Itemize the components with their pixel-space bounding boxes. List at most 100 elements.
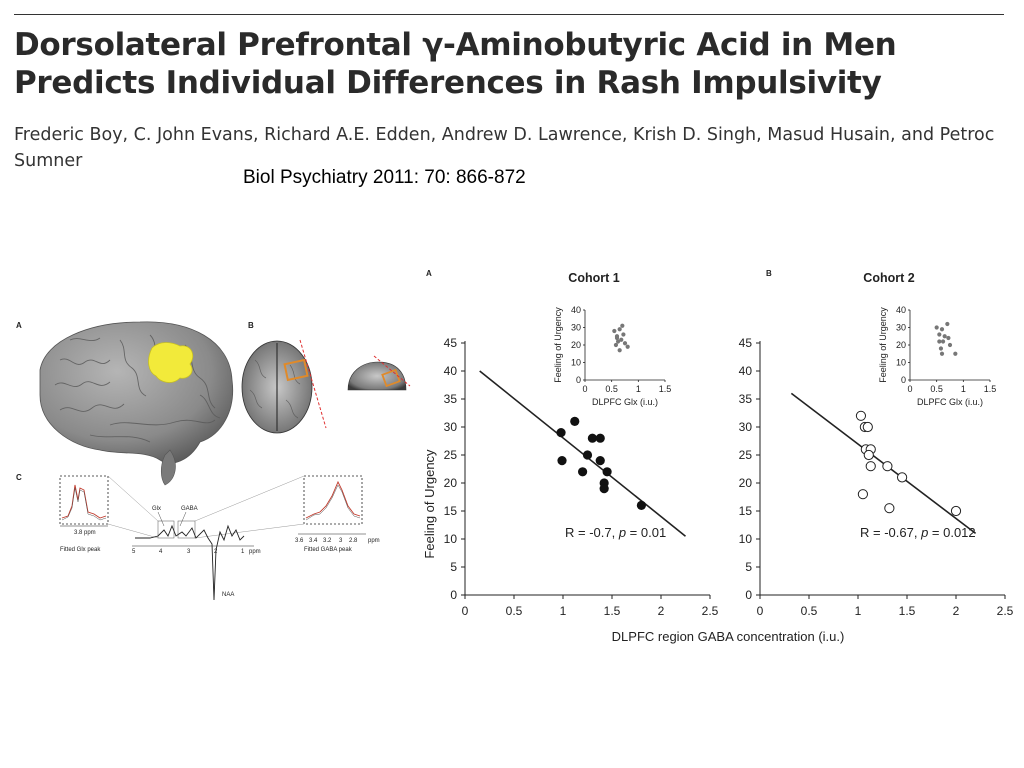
inset-y-axis-label: Feeling of Urgency	[878, 307, 888, 383]
inset-y-tick-label: 40	[896, 305, 906, 315]
x-tick-label: 0.5	[506, 604, 523, 618]
data-point	[599, 484, 609, 494]
spectrum-tick-5: 5	[132, 549, 136, 555]
glx-inset-caption: Fitted Glx peak	[60, 547, 101, 553]
y-tick-label: 20	[444, 476, 458, 490]
panel-label-b: B	[248, 321, 254, 330]
data-point	[582, 450, 593, 460]
inset-data-point	[620, 323, 625, 328]
naa-peak-label: NAA	[222, 592, 234, 598]
inset-data-point	[613, 342, 619, 348]
chart-title: Cohort 1	[568, 271, 619, 285]
inset-x-tick-label: 1	[636, 384, 641, 394]
data-point	[578, 467, 588, 477]
y-tick-label: 10	[444, 532, 458, 546]
data-point	[857, 489, 868, 500]
y-tick-label: 25	[444, 448, 458, 462]
data-point	[595, 456, 605, 466]
inset-x-axis-label: DLPFC Glx (i.u.)	[592, 397, 658, 407]
data-point	[862, 421, 873, 433]
slice-cut-line	[299, 339, 327, 429]
voxel-outline	[283, 358, 309, 382]
data-point	[855, 410, 867, 421]
inset-x-tick-label: 1.5	[984, 384, 997, 394]
y-tick-label: 5	[745, 560, 752, 574]
inset-x-tick-label: 0.5	[930, 384, 943, 394]
inset-x-tick-label: 0	[907, 384, 912, 394]
regression-line	[479, 370, 687, 537]
mr-spectrum: 3.8 ppm Fitted Glx peak 3.6 3.4 3.2 3 2.…	[59, 475, 380, 601]
data-point	[595, 433, 605, 443]
gaba-peak-label: GABA	[181, 506, 198, 512]
inset-x-axis-label: DLPFC Glx (i.u.)	[917, 397, 983, 407]
inset-y-tick-label: 10	[896, 358, 906, 368]
paper-title: Dorsolateral Prefrontal γ-Aminobutyric A…	[14, 27, 897, 101]
gaba-inset-caption: Fitted GABA peak	[304, 547, 353, 553]
spectrum-tick-3: 3	[187, 549, 191, 555]
left-figure: A B C	[16, 321, 411, 601]
data-point	[882, 461, 893, 472]
inset-data-point	[622, 341, 628, 346]
inset-data-point	[621, 332, 626, 337]
spectrum-ppm-label: ppm	[249, 549, 261, 555]
inset-data-point	[617, 327, 622, 332]
x-tick-label: 2.5	[702, 604, 719, 618]
inset-y-tick-label: 10	[571, 358, 581, 368]
inset-y-tick-label: 30	[571, 323, 581, 333]
glx-inset-tick: 3.8 ppm	[74, 530, 96, 536]
panel-label-c: C	[16, 473, 22, 482]
y-tick-label: 20	[739, 476, 753, 490]
y-tick-label: 30	[444, 420, 458, 434]
data-point	[557, 456, 567, 466]
inset-data-point	[953, 351, 958, 356]
x-tick-label: 1	[560, 604, 567, 618]
x-tick-label: 0	[462, 604, 469, 618]
x-tick-label: 1.5	[899, 604, 916, 618]
inset-data-point	[614, 335, 620, 341]
gaba-inset-tick-0: 3.6	[295, 538, 304, 544]
y-tick-label: 40	[444, 364, 458, 378]
spectrum-tick-4: 4	[159, 549, 163, 555]
gaba-inset-tick-1: 3.4	[309, 538, 318, 544]
inset-y-tick-label: 20	[896, 340, 906, 350]
y-tick-label: 45	[444, 336, 458, 350]
x-axis-label: DLPFC region GABA concentration (i.u.)	[612, 629, 845, 644]
chart-panel-label-a: A	[426, 269, 432, 278]
y-tick-label: 45	[739, 336, 753, 350]
y-axis-label: Feeling of Urgency	[422, 449, 437, 559]
paper-citation: Biol Psychiatry 2011: 70: 866-872	[243, 167, 526, 188]
brain-surface-render	[39, 321, 234, 486]
inset-data-point	[940, 339, 946, 344]
inset-x-tick-label: 1	[961, 384, 966, 394]
inset-y-tick-label: 30	[896, 323, 906, 333]
gaba-inset-ppm: ppm	[368, 538, 380, 544]
paper-authors: Frederic Boy, C. John Evans, Richard A.E…	[14, 125, 995, 171]
dlpfc-voxel-highlight	[148, 342, 194, 383]
data-point	[865, 461, 876, 472]
gaba-inset-tick-3: 3	[339, 538, 343, 544]
y-tick-label: 30	[739, 420, 753, 434]
spectrum-tick-1: 1	[241, 549, 245, 555]
y-tick-label: 15	[739, 504, 753, 518]
inset-data-point	[619, 337, 624, 342]
y-tick-label: 0	[745, 588, 752, 602]
inset-y-tick-label: 0	[901, 375, 906, 385]
data-point	[897, 472, 908, 483]
inset-x-tick-label: 0.5	[605, 384, 618, 394]
x-tick-label: 2	[658, 604, 665, 618]
stat-annotation: R = -0.67, p = 0.012	[860, 525, 976, 540]
chart-panel-label-b: B	[766, 269, 772, 278]
glx-peak-label: Glx	[152, 506, 161, 512]
y-tick-label: 35	[444, 392, 458, 406]
glx-inset-frame	[59, 475, 109, 525]
inset-data-point	[934, 325, 939, 330]
inset-y-axis-label: Feeling of Urgency	[553, 307, 563, 383]
x-tick-label: 1	[855, 604, 862, 618]
inset-data-point	[617, 348, 622, 353]
data-point	[636, 500, 646, 510]
coronal-slice-image	[347, 355, 411, 391]
axial-slice-image	[241, 339, 327, 434]
